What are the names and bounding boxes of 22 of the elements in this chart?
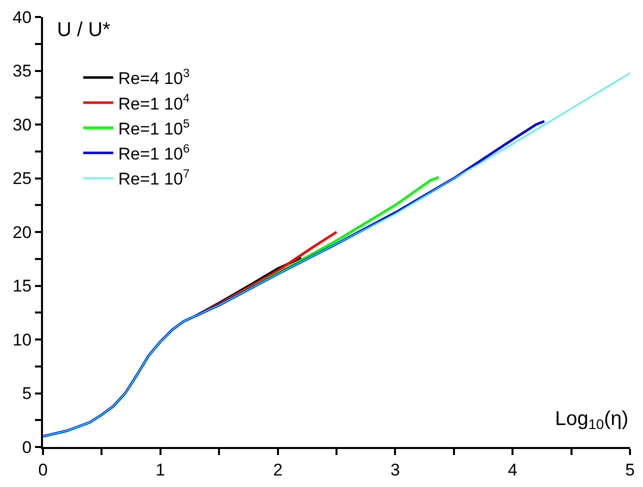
x-tick-label: 0 [38, 460, 48, 480]
legend-label: Re=1 10$^{7}$ [118, 166, 190, 189]
y-tick-label: 40 [12, 8, 32, 27]
y-tick-label: 30 [12, 115, 32, 134]
y-tick-label: 5 [22, 384, 32, 404]
y-tick-label: 20 [12, 222, 32, 242]
x-tick-label: 1 [156, 460, 166, 480]
y-tick-label: 25 [12, 169, 32, 188]
y-tick-label: 15 [12, 276, 32, 296]
y-tick-label: 10 [12, 330, 32, 350]
legend-label: Re=4 10$^{3}$ [118, 66, 190, 88]
y-tick-label: 0 [22, 438, 32, 457]
x-tick-label: 5 [625, 460, 635, 480]
x-axis-title: Log$_{10}$(η) [555, 408, 628, 432]
x-tick-label: 4 [508, 460, 518, 480]
legend-label: Re=1 10$^{6}$ [118, 141, 190, 164]
y-axis-title: U / U* [57, 19, 111, 41]
x-tick-label: 3 [390, 460, 400, 480]
y-tick-label: 35 [12, 62, 32, 81]
legend-label: Re=1 10$^{5}$ [118, 116, 190, 138]
legend-label: Re=1 10$^{4}$ [118, 91, 190, 114]
x-tick-label: 2 [273, 460, 283, 480]
